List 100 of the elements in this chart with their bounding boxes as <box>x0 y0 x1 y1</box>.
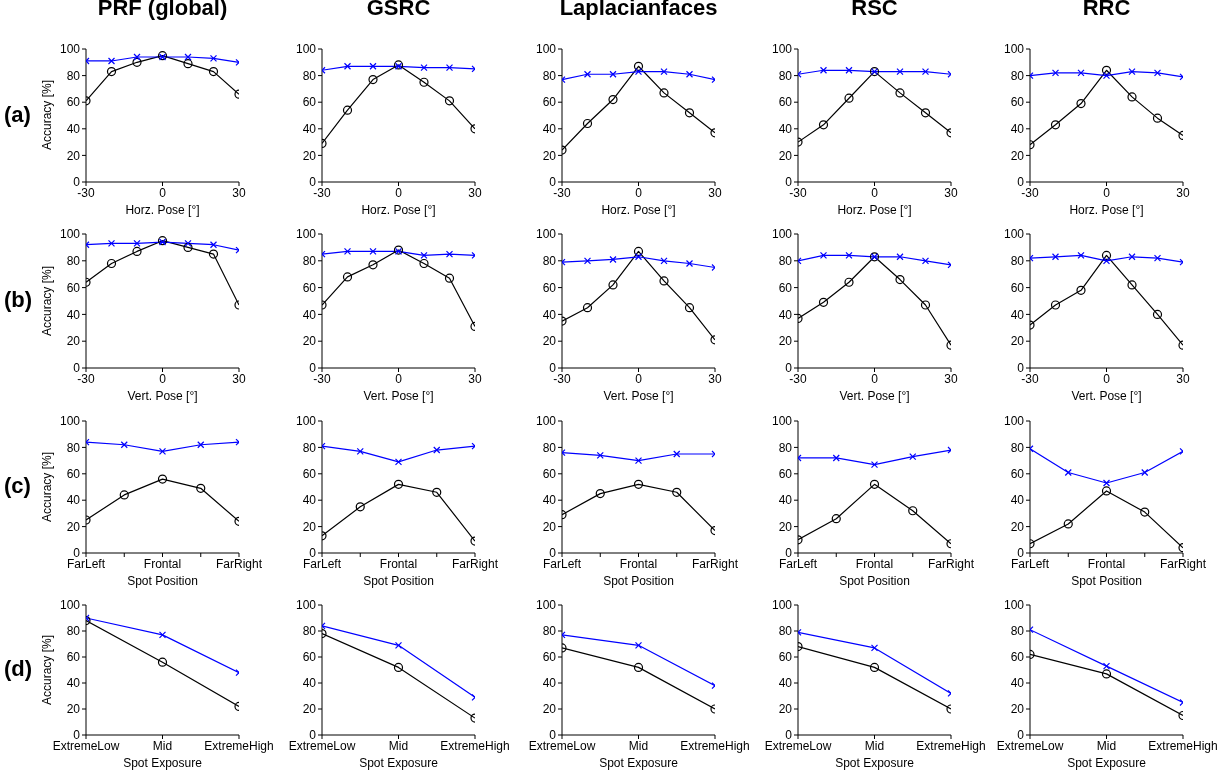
y-tick-label: 40 <box>778 676 793 691</box>
point <box>583 70 592 78</box>
point <box>609 255 617 264</box>
x-tick-label: 0 <box>635 185 643 200</box>
y-tick-label: 60 <box>542 95 557 110</box>
y-tick-label: 60 <box>302 467 317 482</box>
y-tick-label: 80 <box>778 440 793 455</box>
y-tick-label: 100 <box>1003 227 1025 242</box>
chart-title: RRC <box>1081 0 1132 21</box>
point <box>444 273 455 283</box>
point <box>208 249 219 259</box>
y-tick-label: 100 <box>295 227 317 242</box>
y-tick-label: 80 <box>1010 440 1025 455</box>
x-tick-label: ExtremeHigh <box>440 738 510 753</box>
point <box>432 487 442 497</box>
y-tick-label: 80 <box>542 440 557 455</box>
point <box>196 483 206 493</box>
x-tick-label: Mid <box>628 738 649 753</box>
x-tick-label: 0 <box>1103 371 1111 386</box>
point <box>895 88 905 98</box>
point <box>1153 69 1162 77</box>
point <box>356 447 364 455</box>
point <box>869 479 880 489</box>
y-tick-label: 80 <box>66 68 81 83</box>
y-tick-label: 40 <box>1010 676 1025 691</box>
point <box>818 297 829 307</box>
y-tick-label: 20 <box>542 702 557 717</box>
point <box>368 260 378 270</box>
point <box>184 239 192 247</box>
point <box>633 479 644 489</box>
y-tick-label: 40 <box>1010 307 1025 322</box>
y-tick-label: 100 <box>535 414 557 429</box>
y-tick-label: 60 <box>778 650 793 665</box>
point <box>208 67 219 77</box>
y-tick-label: 100 <box>295 42 317 57</box>
point <box>845 251 853 260</box>
point <box>583 257 592 265</box>
x-tick-label: 30 <box>468 371 482 386</box>
y-tick-label: 80 <box>542 68 557 83</box>
point <box>1064 468 1072 477</box>
point <box>634 457 643 465</box>
y-tick-label: 40 <box>66 122 81 137</box>
x-tick-label: FarRight <box>1159 556 1207 571</box>
point <box>1101 486 1112 496</box>
x-axis-title: Horz. Pose [°] <box>837 203 912 217</box>
x-axis-title: Vert. Pose [°] <box>1071 389 1142 403</box>
point <box>1102 479 1111 487</box>
y-tick-label: 20 <box>66 148 81 163</box>
point <box>659 276 669 286</box>
point <box>1051 69 1060 77</box>
x-tick-label: 0 <box>635 371 643 386</box>
point <box>659 88 669 98</box>
x-tick-label: ExtremeHigh <box>916 738 986 753</box>
x-axis-title: Spot Position <box>1071 574 1142 588</box>
x-tick-label: ExtremeHigh <box>1148 738 1218 753</box>
point <box>1050 300 1061 310</box>
x-tick-label: Mid <box>388 738 409 753</box>
point <box>660 68 668 76</box>
point <box>582 118 593 129</box>
y-tick-label: 60 <box>778 467 793 482</box>
y-tick-label: 80 <box>302 440 317 455</box>
y-tick-label: 60 <box>778 95 793 110</box>
y-tick-label: 80 <box>302 254 317 269</box>
text: (b) <box>4 287 33 313</box>
x-axis-title: Spot Position <box>127 574 198 588</box>
point <box>673 450 681 458</box>
point <box>818 120 829 130</box>
point <box>582 303 593 313</box>
y-tick-label: 100 <box>1003 598 1025 613</box>
x-tick-label: Mid <box>152 738 173 753</box>
chart-title: RSC <box>850 0 899 21</box>
point <box>157 474 168 484</box>
point <box>1063 519 1073 529</box>
y-axis-title: Accuracy [%] <box>40 80 54 151</box>
y-tick-label: 40 <box>66 307 81 322</box>
y-tick-label: 100 <box>295 598 317 613</box>
x-axis-title: Vert. Pose [°] <box>603 389 674 403</box>
point <box>1141 468 1149 477</box>
point <box>895 274 905 285</box>
point <box>634 253 643 261</box>
x-axis-title: Vert. Pose [°] <box>127 389 198 403</box>
point <box>660 257 668 265</box>
y-tick-label: 100 <box>1003 42 1025 57</box>
y-tick-label: 100 <box>771 227 793 242</box>
y-tick-label: 80 <box>778 68 793 83</box>
x-axis-title: Vert. Pose [°] <box>839 389 910 403</box>
point <box>1077 251 1085 260</box>
point <box>119 490 129 500</box>
y-tick-label: 100 <box>535 598 557 613</box>
y-tick-label: 100 <box>535 42 557 57</box>
point <box>1076 285 1086 295</box>
y-tick-label: 20 <box>302 334 317 349</box>
point <box>920 108 931 118</box>
x-tick-label: 0 <box>871 185 879 200</box>
y-tick-label: 60 <box>66 95 81 110</box>
y-tick-label: 20 <box>66 334 81 349</box>
y-tick-label: 100 <box>535 227 557 242</box>
y-tick-label: 100 <box>771 598 793 613</box>
point <box>1152 309 1163 319</box>
point <box>444 96 455 106</box>
